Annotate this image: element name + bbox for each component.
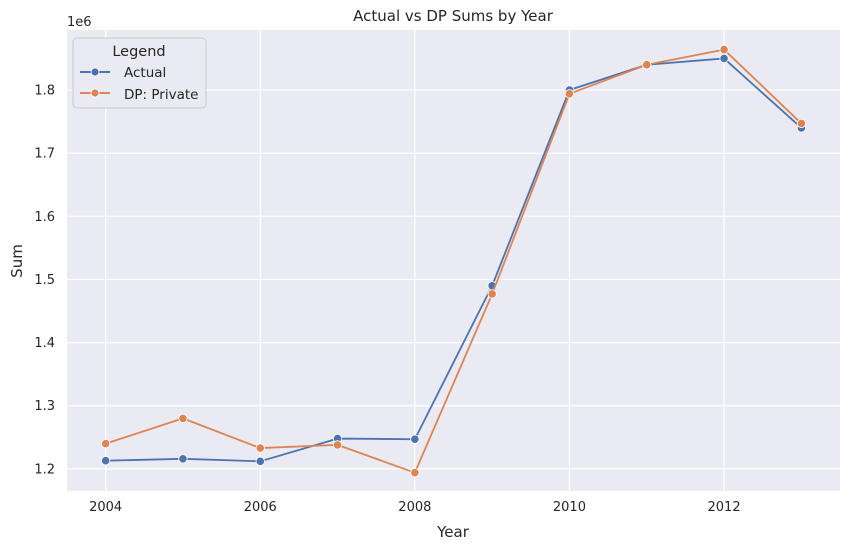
- grid: [67, 30, 840, 491]
- legend-title: Legend: [112, 44, 165, 60]
- data-point-dp-private: [178, 413, 188, 423]
- data-point-actual: [101, 456, 111, 466]
- legend-label-actual: Actual: [124, 65, 166, 81]
- y-tick-label: 1.8: [34, 83, 55, 98]
- x-tick-label: 2008: [398, 500, 431, 515]
- y-tick-label: 1.3: [34, 399, 55, 414]
- data-point-dp-private: [487, 289, 497, 299]
- legend: Legend Actual DP: Private: [72, 37, 207, 109]
- y-tick-label: 1.2: [34, 462, 55, 477]
- chart-title: Actual vs DP Sums by Year: [353, 7, 554, 25]
- tick-labels: 2004 2006 2008 2010 2012 1.2 1.3 1.4 1.5 1.6 1.7 1.…: [34, 83, 740, 515]
- legend-box: [72, 37, 207, 109]
- data-point-dp-private: [255, 443, 265, 453]
- series-group: [101, 44, 806, 478]
- y-axis-offset-text: 1e6: [67, 15, 92, 30]
- data-point-actual: [719, 53, 729, 64]
- y-tick-label: 1.5: [34, 273, 55, 288]
- x-axis-label: Year: [436, 523, 470, 541]
- data-point-dp-private: [564, 89, 575, 99]
- data-point-actual: [410, 434, 420, 444]
- x-tick-label: 2012: [708, 500, 741, 515]
- series-line-dp-private: [105, 48, 802, 474]
- data-point-actual: [178, 454, 188, 464]
- y-tick-label: 1.7: [34, 147, 55, 162]
- data-point-dp-private: [410, 468, 420, 478]
- series-line-actual: [105, 57, 802, 463]
- data-point-dp-private: [719, 44, 729, 55]
- x-tick-label: 2010: [553, 500, 586, 515]
- y-axis-label: Sum: [8, 244, 26, 278]
- data-point-dp-private: [796, 118, 806, 129]
- data-point-dp-private: [101, 439, 111, 449]
- data-point-actual: [255, 456, 265, 466]
- y-tick-label: 1.6: [34, 210, 55, 225]
- data-point-dp-private: [642, 60, 652, 70]
- x-tick-label: 2006: [244, 500, 277, 515]
- x-tick-label: 2004: [89, 500, 122, 515]
- data-point-dp-private: [332, 440, 343, 450]
- legend-label-dp-private: DP: Private: [124, 87, 198, 103]
- legend-marker-dp-private: [90, 88, 100, 98]
- y-tick-label: 1.4: [34, 336, 55, 351]
- legend-marker-actual: [90, 67, 100, 77]
